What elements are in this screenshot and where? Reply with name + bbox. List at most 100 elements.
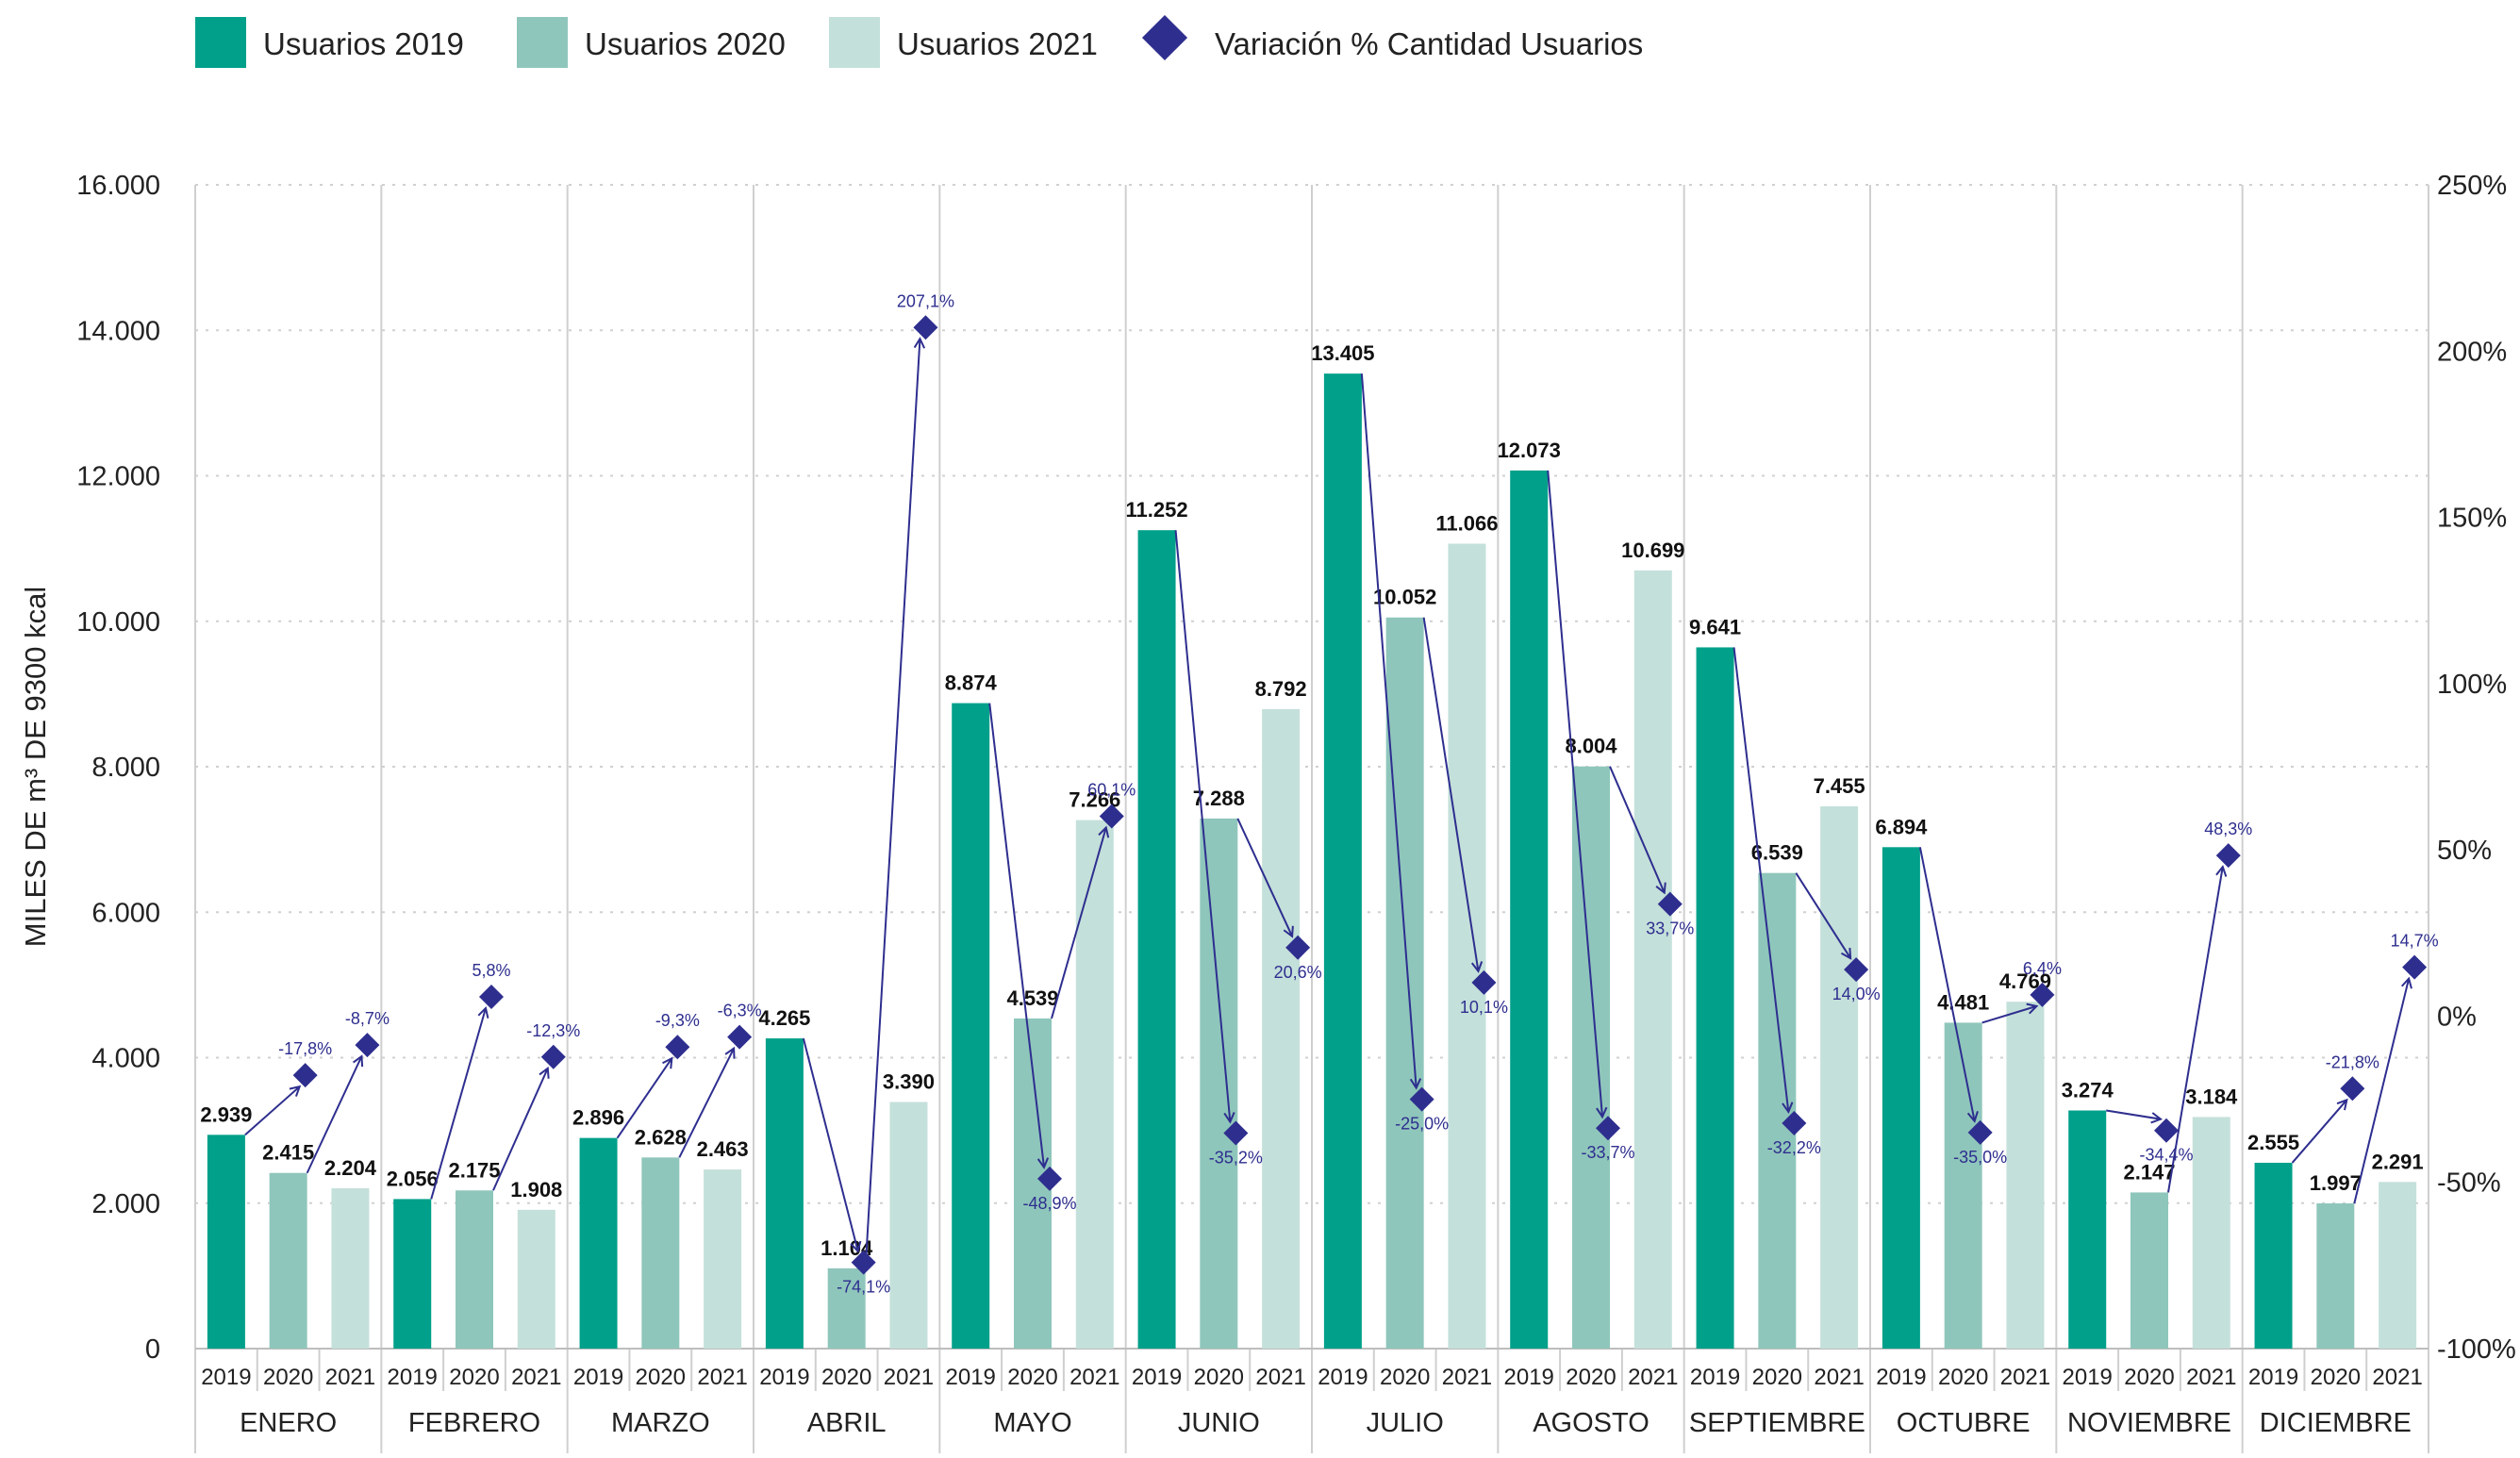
y-tick-label: 0: [145, 1334, 160, 1365]
variation-marker: [913, 315, 938, 340]
bar-value-label: 12.073: [1498, 439, 1561, 462]
variation-arrowhead: [2400, 976, 2412, 989]
bar-value-label: 2.555: [2247, 1131, 2299, 1154]
variation-arrowhead: [289, 1085, 302, 1097]
year-tick-label: 2019: [946, 1365, 996, 1390]
variation-label: 14,0%: [1832, 985, 1881, 1003]
y-tick-label: 16.000: [76, 171, 160, 201]
bar: [1510, 470, 1549, 1349]
y-tick-label: 2.000: [91, 1189, 160, 1219]
bar-value-label: 2.204: [324, 1156, 377, 1180]
y-tick-label: 8.000: [91, 753, 160, 783]
bar: [2130, 1192, 2168, 1349]
legend-marker-variation: [1141, 14, 1188, 61]
bar-value-label: 3.184: [2185, 1085, 2238, 1108]
variation-connector: [1732, 647, 1790, 1113]
variation-arrowhead: [2026, 1002, 2039, 1015]
y2-tick-label: -100%: [2437, 1334, 2516, 1365]
bar: [704, 1169, 742, 1349]
variation-marker: [1596, 1116, 1620, 1141]
y2-tick-label: 150%: [2437, 504, 2507, 534]
year-tick-label: 2021: [1069, 1365, 1119, 1390]
bar-value-label: 3.390: [883, 1070, 935, 1094]
variation-marker: [1099, 804, 1124, 829]
y-tick-label: 4.000: [91, 1044, 160, 1074]
variation-label: 10,1%: [1460, 998, 1508, 1017]
variation-connector: [864, 339, 921, 1268]
bar: [1200, 818, 1238, 1349]
variation-arrowhead: [1223, 1112, 1235, 1124]
y-tick-label: 10.000: [76, 607, 160, 638]
variation-arrowhead: [2336, 1098, 2348, 1111]
y2-tick-label: 50%: [2437, 836, 2492, 866]
variation-arrowhead: [850, 1240, 862, 1253]
bar: [1385, 617, 1424, 1349]
bar: [393, 1199, 432, 1349]
bar-value-label: 2.175: [448, 1158, 500, 1182]
variation-marker: [2340, 1076, 2365, 1102]
variation-label: 5,8%: [472, 961, 510, 980]
year-tick-label: 2019: [573, 1365, 623, 1390]
variation-connector: [1547, 470, 1603, 1118]
y2-tick-label: 200%: [2437, 337, 2507, 367]
year-tick-label: 2021: [2186, 1365, 2236, 1390]
bar: [1882, 847, 1920, 1349]
bar-value-label: 2.291: [2372, 1150, 2424, 1173]
variation-connector: [988, 703, 1045, 1168]
y2-tick-label: 100%: [2437, 670, 2507, 700]
y-tick-label: 12.000: [76, 462, 160, 492]
bar: [1323, 373, 1362, 1349]
y-tick-label: 6.000: [91, 898, 160, 928]
year-tick-label: 2021: [1442, 1365, 1492, 1390]
legend-swatch-2: [517, 17, 568, 68]
bar: [2006, 1002, 2045, 1349]
variation-marker: [851, 1250, 876, 1275]
variation-marker: [1844, 957, 1869, 983]
year-tick-label: 2020: [2311, 1365, 2361, 1390]
bar-value-label: 2.896: [572, 1106, 624, 1130]
variation-label: -35,0%: [1953, 1148, 2007, 1167]
variation-connector: [1051, 827, 1107, 1019]
year-tick-label: 2021: [511, 1365, 561, 1390]
year-tick-label: 2019: [759, 1365, 809, 1390]
year-tick-label: 2021: [2372, 1365, 2422, 1390]
variation-label: -8,7%: [345, 1009, 390, 1028]
variation-connector: [616, 1057, 673, 1139]
variation-marker: [1409, 1086, 1434, 1112]
bar: [331, 1188, 370, 1349]
bar: [1075, 820, 1114, 1349]
variation-marker: [1657, 891, 1683, 917]
month-label: FEBRERO: [408, 1408, 540, 1438]
year-tick-label: 2020: [821, 1365, 871, 1390]
year-tick-label: 2020: [1566, 1365, 1616, 1390]
y2-tick-label: -50%: [2437, 1168, 2501, 1199]
variation-connector: [2106, 1109, 2162, 1120]
bar: [1137, 530, 1176, 1349]
bar: [269, 1172, 307, 1349]
y-tick-label: 14.000: [76, 316, 160, 346]
bar: [207, 1135, 245, 1349]
variation-connector: [492, 1068, 549, 1191]
year-tick-label: 2021: [697, 1365, 747, 1390]
bar: [2316, 1202, 2355, 1349]
year-tick-label: 2019: [2063, 1365, 2113, 1390]
bar-value-label: 2.415: [262, 1141, 314, 1165]
bar-value-label: 4.481: [1937, 990, 1989, 1014]
bar: [889, 1102, 928, 1349]
variation-arrowhead: [1036, 1157, 1050, 1169]
variation-label: -32,2%: [1767, 1138, 1821, 1157]
bar: [1633, 570, 1672, 1349]
variation-label: 33,7%: [1646, 920, 1694, 938]
year-tick-label: 2021: [884, 1365, 934, 1390]
month-label: DICIEMBRE: [2260, 1408, 2412, 1438]
bar-value-label: 1.908: [510, 1178, 562, 1201]
variation-arrowhead: [1596, 1106, 1608, 1119]
year-tick-label: 2021: [325, 1365, 375, 1390]
variation-label: -12,3%: [526, 1021, 580, 1040]
year-tick-label: 2020: [636, 1365, 686, 1390]
month-label: JULIO: [1367, 1408, 1444, 1438]
bar-value-label: 8.874: [945, 671, 998, 695]
bar-value-label: 6.894: [1875, 815, 1928, 838]
month-label: MAYO: [993, 1408, 1071, 1438]
legend-label-1: Usuarios 2019: [263, 26, 464, 61]
